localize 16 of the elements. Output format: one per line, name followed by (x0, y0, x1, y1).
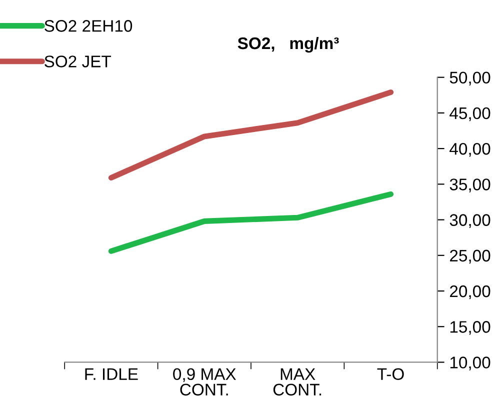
chart-title: SO2, mg/m³ (238, 36, 339, 53)
x-tick-label: T-O (377, 368, 404, 380)
legend-label: SO2 JET (44, 56, 112, 68)
x-tick-label: F. IDLE (85, 368, 138, 380)
y-tick-label: 25,00 (450, 250, 490, 264)
y-tick-label: 50,00 (450, 72, 490, 86)
x-tick-label: MAX CONT. (273, 368, 322, 396)
legend-label: SO2 2EH10 (44, 20, 132, 32)
x-tick-label: 0,9 MAX CONT. (173, 368, 236, 396)
y-tick-label: 35,00 (450, 178, 490, 192)
y-tick-label: 10,00 (450, 356, 490, 370)
y-tick-label: 15,00 (450, 321, 490, 335)
y-tick-label: 40,00 (450, 142, 490, 157)
y-tick-label: 20,00 (450, 285, 490, 300)
y-tick-label: 45,00 (450, 107, 490, 122)
y-tick-label: 30,00 (450, 214, 490, 228)
